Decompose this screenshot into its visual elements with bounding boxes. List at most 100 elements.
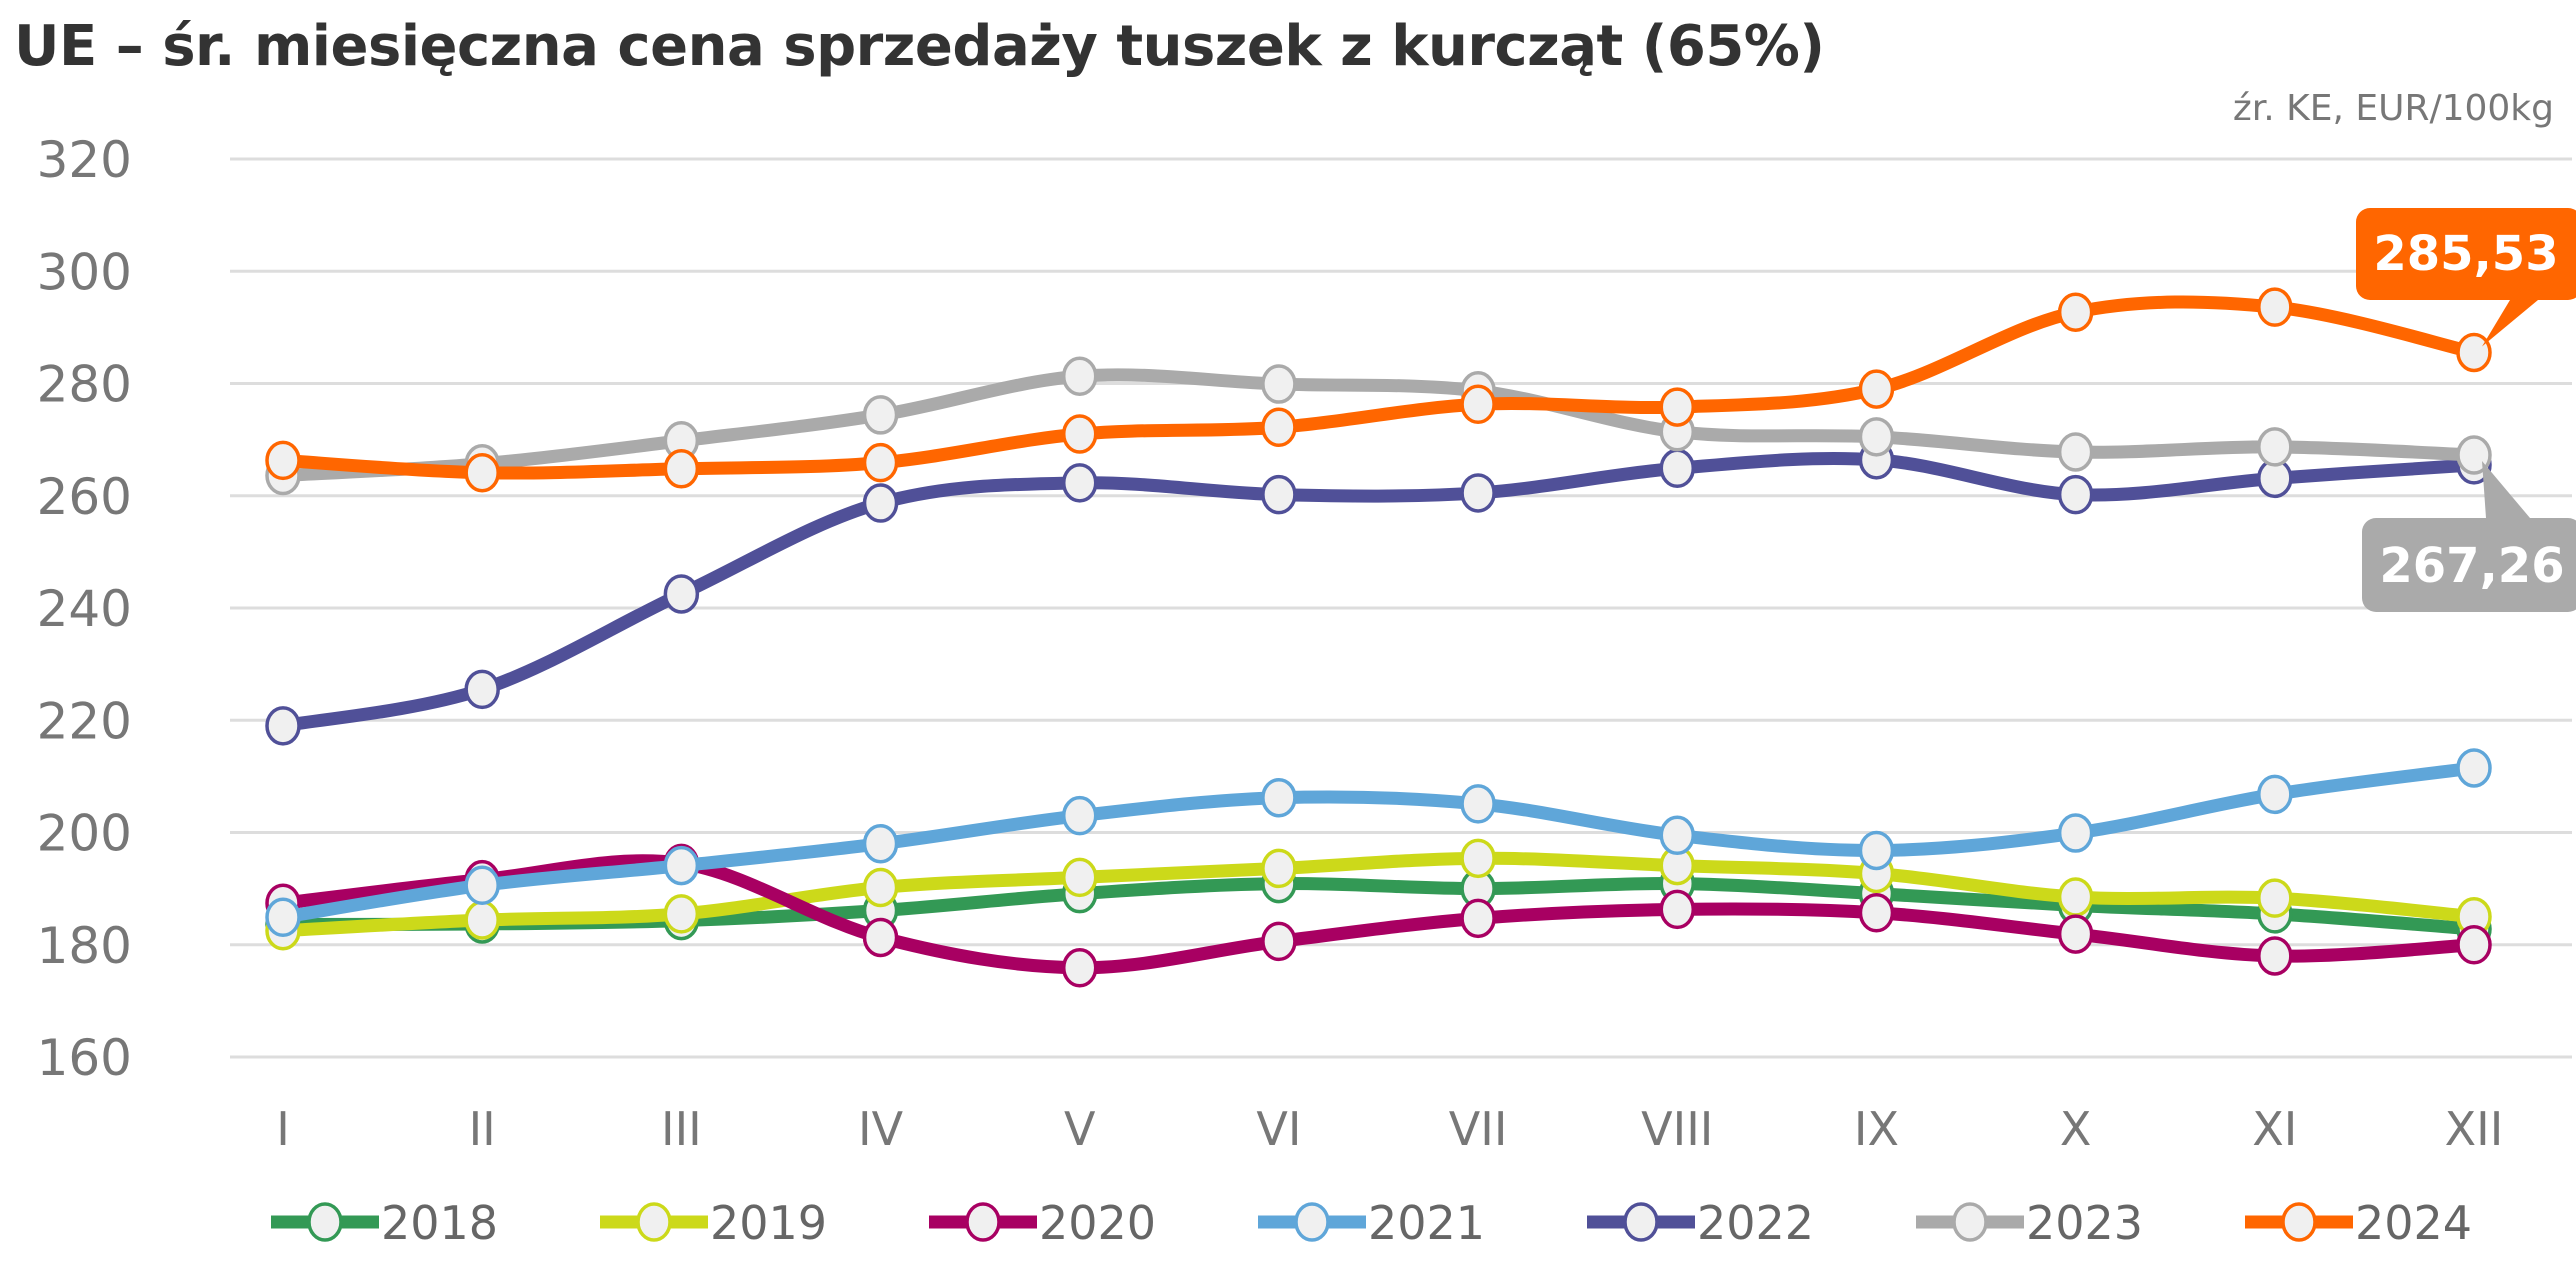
data-point-2023	[2057, 432, 2094, 472]
series-line-2024	[276, 295, 2481, 480]
data-point-2024	[265, 440, 301, 481]
x-tick-label: I	[276, 1102, 290, 1156]
y-tick-label: 200	[37, 805, 132, 863]
data-point-2020	[1261, 921, 1297, 962]
data-point-2023	[1261, 364, 1297, 404]
callout-label-2024: 285,53	[2373, 226, 2558, 282]
data-point-2023	[2456, 435, 2492, 475]
legend-marker-2020	[965, 1202, 1001, 1242]
legend-label-2018: 2018	[381, 1196, 498, 1250]
data-point-2020	[1061, 948, 1098, 988]
data-point-2024	[1261, 407, 1297, 448]
data-point-2024	[1659, 387, 1696, 427]
chart-source-unit: źr. KE, EUR/100kg	[2232, 88, 2554, 129]
data-point-2021	[2057, 813, 2094, 853]
data-point-2019	[1261, 848, 1297, 889]
x-tick-label: X	[2060, 1102, 2092, 1156]
data-point-2021	[1460, 784, 1496, 824]
legend-marker-2018	[307, 1202, 343, 1242]
callout-box-2023	[2362, 461, 2576, 612]
data-point-2019	[1460, 838, 1496, 879]
data-point-2022	[1460, 473, 1496, 513]
y-tick-label: 220	[37, 692, 132, 750]
data-point-2024	[2456, 332, 2492, 373]
y-tick-label: 180	[37, 917, 132, 975]
data-point-2024	[2057, 292, 2094, 332]
data-point-2021	[1261, 777, 1297, 818]
legend-label-2024: 2024	[2355, 1196, 2472, 1250]
y-tick-label: 160	[37, 1029, 132, 1087]
x-tick-label: VIII	[1641, 1102, 1713, 1156]
data-point-2021	[265, 897, 301, 937]
legend-marker-2019	[636, 1202, 672, 1242]
legend-label-2019: 2019	[710, 1196, 827, 1250]
series-line-2023	[276, 368, 2481, 483]
data-point-2021	[1061, 795, 1098, 836]
data-point-2021	[2456, 748, 2492, 788]
legend-marker-2024	[2281, 1202, 2317, 1242]
data-point-2022	[265, 706, 301, 746]
data-point-2020	[862, 917, 899, 958]
series-line-2021	[276, 761, 2481, 924]
data-point-2021	[862, 823, 899, 864]
data-point-2023	[2257, 427, 2293, 467]
data-point-2019	[663, 894, 700, 934]
data-point-2023	[862, 395, 899, 435]
y-tick-label: 320	[37, 131, 132, 189]
data-point-2024	[663, 449, 700, 489]
legend-marker-2021	[1294, 1202, 1330, 1242]
data-point-2020	[2456, 925, 2492, 965]
x-tick-label: XII	[2445, 1102, 2504, 1156]
data-point-2020	[1659, 889, 1696, 930]
data-point-2021	[1659, 815, 1696, 856]
legend-label-2023: 2023	[2026, 1196, 2143, 1250]
data-point-2019	[2057, 877, 2094, 917]
data-point-2020	[1858, 893, 1895, 933]
data-point-2021	[1858, 830, 1895, 871]
y-tick-label: 260	[37, 468, 132, 526]
data-point-2022	[663, 574, 700, 614]
data-point-2023	[1858, 417, 1895, 457]
x-tick-label: IX	[1854, 1102, 1899, 1156]
x-tick-label: VII	[1449, 1102, 1508, 1156]
data-point-2023	[1061, 356, 1098, 396]
x-tick-label: VI	[1256, 1102, 1301, 1156]
series-line-2022	[276, 451, 2481, 733]
legend-marker-2022	[1623, 1202, 1659, 1242]
data-point-2021	[2257, 774, 2293, 815]
data-point-2024	[862, 442, 899, 483]
x-tick-label: XI	[2252, 1102, 2297, 1156]
legend-marker-2023	[1952, 1202, 1988, 1242]
y-tick-label: 280	[37, 356, 132, 414]
data-point-2019	[1061, 857, 1098, 898]
data-point-2020	[2057, 914, 2094, 954]
data-point-2022	[862, 483, 899, 523]
data-point-2024	[464, 452, 500, 493]
legend-label-2021: 2021	[1368, 1196, 1485, 1250]
data-point-2022	[1261, 474, 1297, 515]
x-tick-label: V	[1064, 1102, 1096, 1156]
data-point-2022	[464, 669, 500, 710]
data-point-2024	[1061, 414, 1098, 454]
data-point-2024	[1858, 369, 1895, 409]
data-point-2019	[862, 867, 899, 908]
data-point-2022	[1659, 448, 1696, 488]
data-point-2019	[464, 900, 500, 940]
data-point-2021	[663, 845, 700, 886]
data-point-2021	[464, 865, 500, 906]
x-tick-label: III	[661, 1102, 702, 1156]
callout-box-2024	[2356, 208, 2576, 347]
x-tick-label: II	[469, 1102, 496, 1156]
y-tick-label: 240	[37, 580, 132, 638]
y-tick-label: 300	[37, 243, 132, 301]
data-point-2019	[2257, 878, 2293, 918]
data-point-2020	[1460, 898, 1496, 939]
data-point-2024	[1460, 384, 1496, 425]
legend-label-2022: 2022	[1697, 1196, 1814, 1250]
chart-title: UE – śr. miesięczna cena sprzedaży tusze…	[14, 14, 1825, 79]
data-point-2024	[2257, 287, 2293, 327]
series-line-2020	[276, 854, 2481, 975]
series-line-2019	[276, 851, 2481, 938]
x-tick-label: IV	[858, 1102, 904, 1156]
